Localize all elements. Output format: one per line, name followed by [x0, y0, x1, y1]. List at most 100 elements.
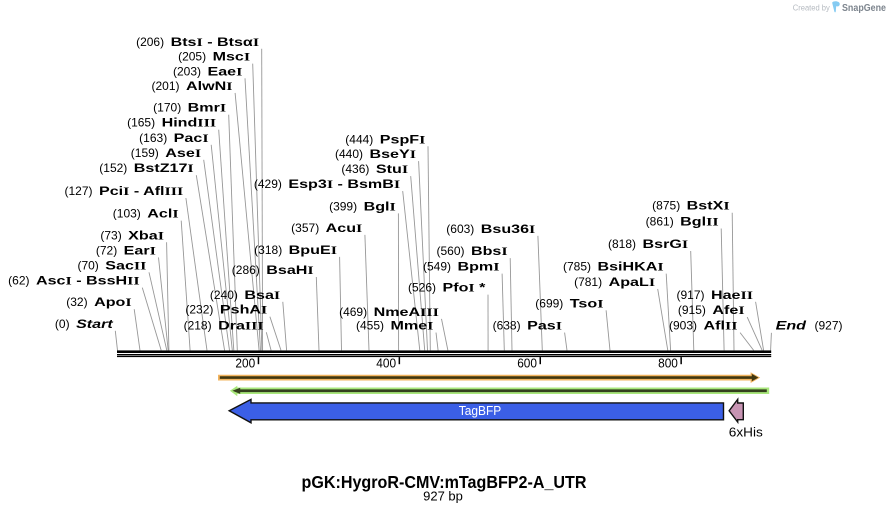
- svg-text:(201): (201): [151, 79, 179, 93]
- svg-text:6xHis: 6xHis: [729, 426, 763, 440]
- svg-text:Start: Start: [76, 317, 114, 331]
- svg-text:(286): (286): [232, 263, 260, 277]
- svg-text:200: 200: [235, 356, 255, 371]
- svg-text:(444): (444): [345, 132, 373, 146]
- svg-text:Created by: Created by: [793, 4, 830, 13]
- svg-text:(440): (440): [335, 147, 363, 161]
- svg-text:400: 400: [376, 356, 396, 371]
- svg-text:(62): (62): [8, 274, 29, 288]
- svg-text:(0): (0): [55, 317, 70, 331]
- svg-text:(163): (163): [139, 131, 167, 145]
- svg-text:pGK:HygroR-CMV:mTagBFP2-A_UTR: pGK:HygroR-CMV:mTagBFP2-A_UTR: [302, 472, 587, 492]
- svg-text:(165): (165): [127, 116, 155, 130]
- svg-text:(429): (429): [254, 177, 282, 191]
- svg-text:600: 600: [517, 356, 537, 371]
- svg-text:(103): (103): [113, 207, 141, 221]
- svg-text:(357): (357): [291, 221, 319, 235]
- svg-text:SnapGene: SnapGene: [842, 3, 887, 14]
- svg-text:(699): (699): [535, 296, 563, 310]
- svg-text:(206): (206): [136, 35, 164, 49]
- svg-text:(170): (170): [153, 101, 181, 115]
- svg-text:End: End: [776, 319, 807, 333]
- svg-text:(32): (32): [66, 295, 87, 309]
- svg-text:(399): (399): [329, 199, 357, 213]
- svg-text:(72): (72): [96, 243, 117, 257]
- svg-text:(127): (127): [64, 184, 92, 198]
- svg-text:927 bp: 927 bp: [423, 489, 463, 504]
- svg-text:(903): (903): [669, 319, 697, 333]
- svg-text:(73): (73): [100, 228, 121, 242]
- svg-text:(218): (218): [184, 318, 212, 332]
- svg-text:800: 800: [658, 356, 678, 371]
- svg-text:(205): (205): [178, 50, 206, 64]
- svg-text:(549): (549): [423, 260, 451, 274]
- svg-text:TagBFP: TagBFP: [459, 404, 502, 418]
- svg-text:(455): (455): [356, 319, 384, 333]
- svg-text:(203): (203): [173, 64, 201, 78]
- svg-text:(159): (159): [131, 146, 159, 160]
- svg-text:(927): (927): [815, 319, 843, 333]
- svg-text:(917): (917): [676, 288, 704, 302]
- svg-text:(436): (436): [341, 162, 369, 176]
- svg-text:(240): (240): [210, 288, 238, 302]
- svg-text:(70): (70): [77, 258, 98, 272]
- svg-text:(638): (638): [493, 319, 521, 333]
- svg-text:(603): (603): [446, 222, 474, 236]
- svg-text:(785): (785): [563, 260, 591, 274]
- svg-text:(232): (232): [185, 303, 213, 317]
- svg-text:(526): (526): [408, 281, 436, 295]
- svg-text:(818): (818): [608, 237, 636, 251]
- svg-text:(318): (318): [254, 243, 282, 257]
- svg-text:(875): (875): [652, 199, 680, 213]
- svg-text:(861): (861): [646, 215, 674, 229]
- svg-text:(560): (560): [436, 244, 464, 258]
- svg-text:(469): (469): [339, 305, 367, 319]
- svg-text:(781): (781): [574, 275, 602, 289]
- svg-text:(152): (152): [99, 161, 127, 175]
- svg-text:(915): (915): [678, 303, 706, 317]
